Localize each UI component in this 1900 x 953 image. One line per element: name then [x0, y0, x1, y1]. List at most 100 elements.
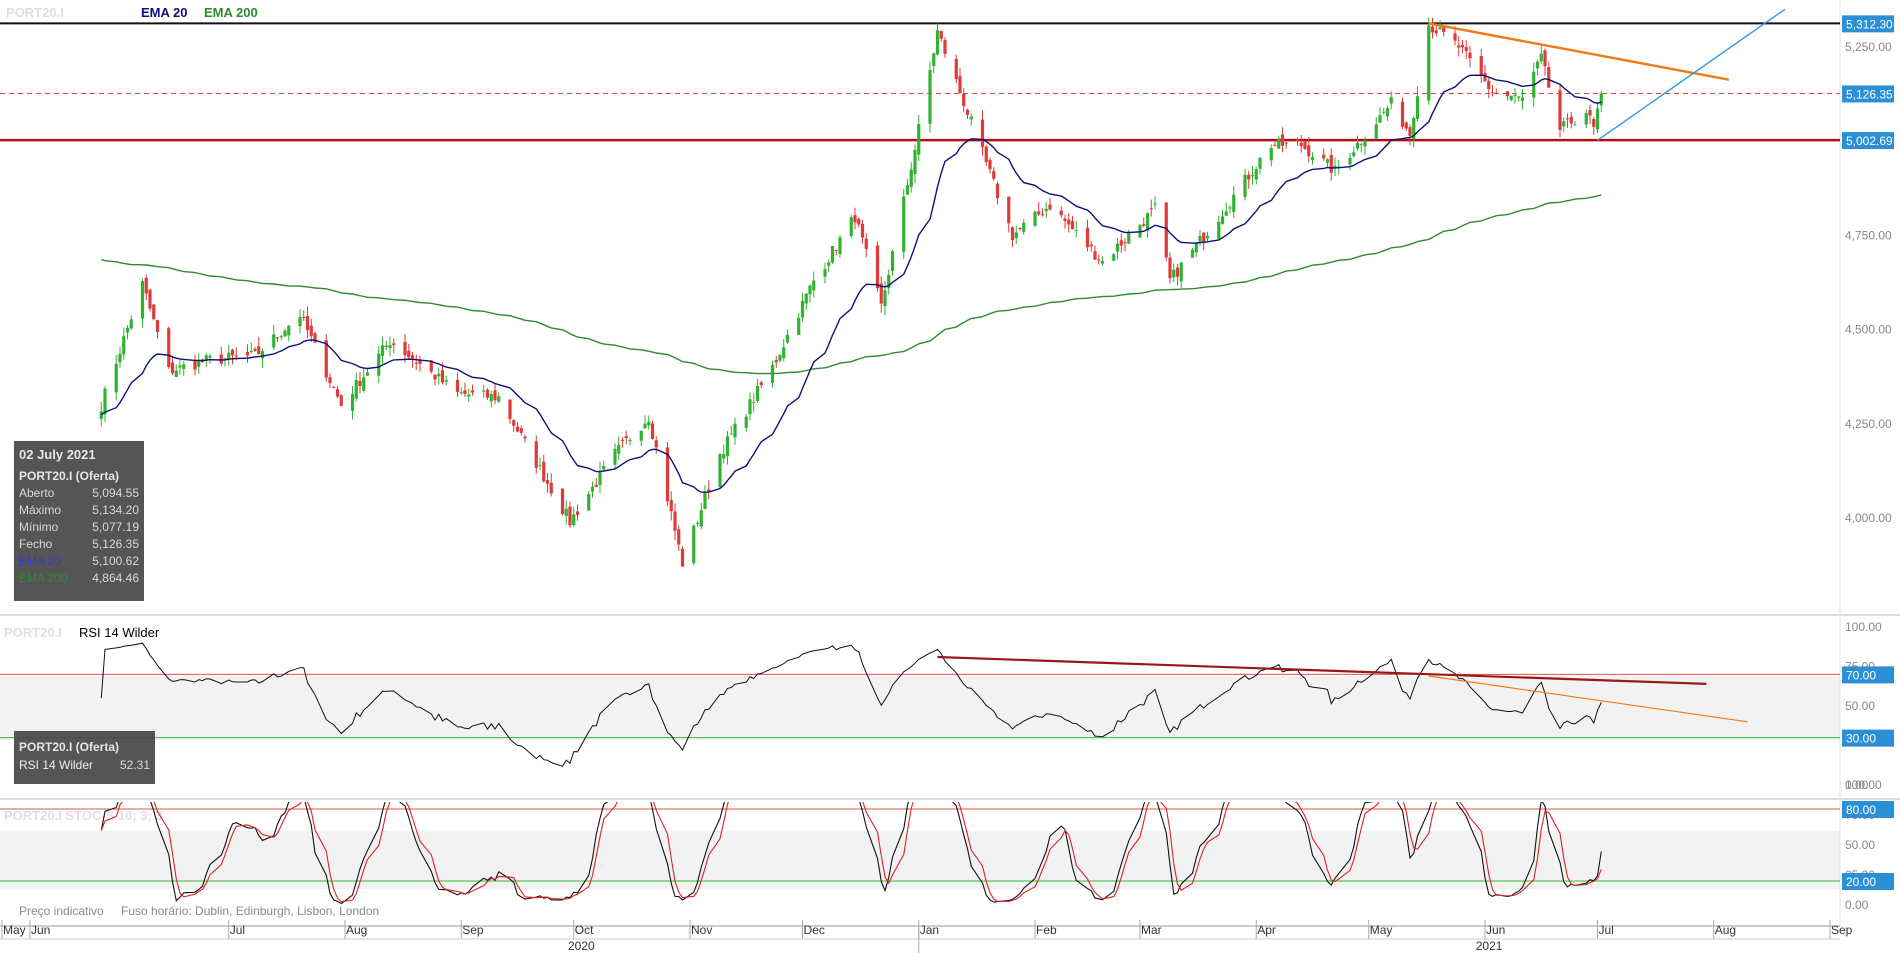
candle-body — [1007, 196, 1011, 224]
candle — [620, 437, 625, 448]
candle-body — [362, 377, 366, 391]
badge-rsi-30-bg — [1842, 729, 1894, 747]
candle — [669, 491, 673, 521]
candle — [834, 249, 838, 256]
rsi-tick-label: 50.00 — [1845, 699, 1875, 713]
candle — [545, 472, 550, 493]
candle — [493, 384, 497, 405]
candle — [489, 390, 493, 408]
candle-body — [1085, 227, 1090, 248]
candle — [1348, 152, 1352, 171]
trendline-blue — [1597, 8, 1786, 141]
candle — [707, 480, 711, 500]
rsi-info-box: PORT20.I (Oferta) RSI 14 Wilder 52.31 — [14, 731, 155, 784]
candle-body — [774, 360, 778, 363]
rsi-line — [100, 642, 1602, 767]
candle-body — [778, 355, 782, 361]
candle — [853, 207, 857, 230]
candle-body — [497, 396, 501, 402]
candle-body — [1022, 222, 1026, 232]
rsi-symbol-label: PORT20.I — [4, 625, 62, 640]
candle — [437, 367, 441, 385]
candle-body — [1220, 216, 1225, 224]
candle — [1217, 215, 1221, 240]
candle — [467, 388, 471, 402]
candle — [680, 546, 685, 567]
candle — [800, 292, 805, 322]
candle — [245, 344, 250, 363]
candle-body — [827, 262, 831, 266]
candle-body — [1258, 157, 1262, 169]
candle-body — [1400, 101, 1405, 127]
candle-body — [917, 124, 921, 155]
candle — [1374, 117, 1378, 140]
candle — [549, 473, 553, 497]
candle — [444, 375, 448, 386]
candle-body — [729, 433, 733, 435]
candle-body — [1322, 154, 1326, 159]
candle-body — [654, 440, 658, 448]
candle-body — [984, 146, 988, 162]
candle — [1224, 202, 1228, 216]
candle — [879, 276, 883, 313]
candle — [129, 315, 133, 331]
info-row-ema200: EMA 200 4,864.46 — [19, 571, 139, 585]
candle — [778, 354, 782, 363]
candle-body — [440, 370, 445, 383]
candle-body — [1067, 219, 1071, 225]
candle-body — [1164, 202, 1168, 258]
ema20-line — [100, 74, 1602, 493]
stoc-tick-label: 0.00 — [1845, 898, 1869, 912]
candle-body — [887, 274, 891, 289]
candle — [729, 425, 733, 435]
candle-body — [992, 171, 996, 179]
candle-body — [804, 293, 808, 304]
candle — [943, 36, 947, 58]
candle — [1153, 196, 1157, 210]
candle-body — [1562, 121, 1566, 127]
stoc-d-line — [100, 802, 1602, 903]
badge-stoc-20: 20.00 — [1846, 875, 1876, 889]
candle-body — [590, 486, 595, 492]
candle-body — [1412, 118, 1416, 140]
candle — [774, 355, 778, 368]
candle-body — [144, 277, 148, 294]
candle — [1385, 105, 1390, 121]
candle — [823, 262, 827, 284]
candle — [114, 354, 118, 401]
candle-body — [1145, 212, 1150, 231]
candle-body — [680, 548, 685, 567]
candle — [654, 435, 658, 454]
candle — [1505, 90, 1510, 101]
x-tick-label: Jul — [1599, 923, 1614, 937]
candle-body — [1464, 46, 1468, 51]
candle — [1299, 135, 1303, 153]
candle-body — [410, 355, 415, 360]
candle-body — [463, 390, 467, 395]
candle-body — [733, 423, 737, 438]
candle-body — [193, 359, 197, 370]
candle-body — [1224, 211, 1228, 216]
badge-close-bg — [1842, 85, 1894, 103]
candle — [534, 435, 538, 474]
candle — [695, 520, 700, 527]
candle-body — [384, 345, 388, 348]
candle-body — [1547, 67, 1551, 88]
candle — [995, 181, 1000, 205]
candle-body — [418, 360, 422, 364]
candle-body — [103, 388, 107, 415]
candle-body — [1063, 218, 1067, 222]
badge-rsi-30: 30.00 — [1846, 732, 1876, 746]
candle — [598, 461, 602, 494]
candle-body — [1385, 108, 1390, 117]
candle-body — [275, 337, 280, 339]
candle-body — [647, 421, 651, 426]
candle-body — [260, 351, 265, 359]
candle-body — [1599, 93, 1603, 106]
candle — [1513, 88, 1517, 104]
candle — [1400, 97, 1405, 129]
candle — [1404, 121, 1408, 131]
candle — [1149, 199, 1153, 217]
candle — [1175, 264, 1180, 286]
